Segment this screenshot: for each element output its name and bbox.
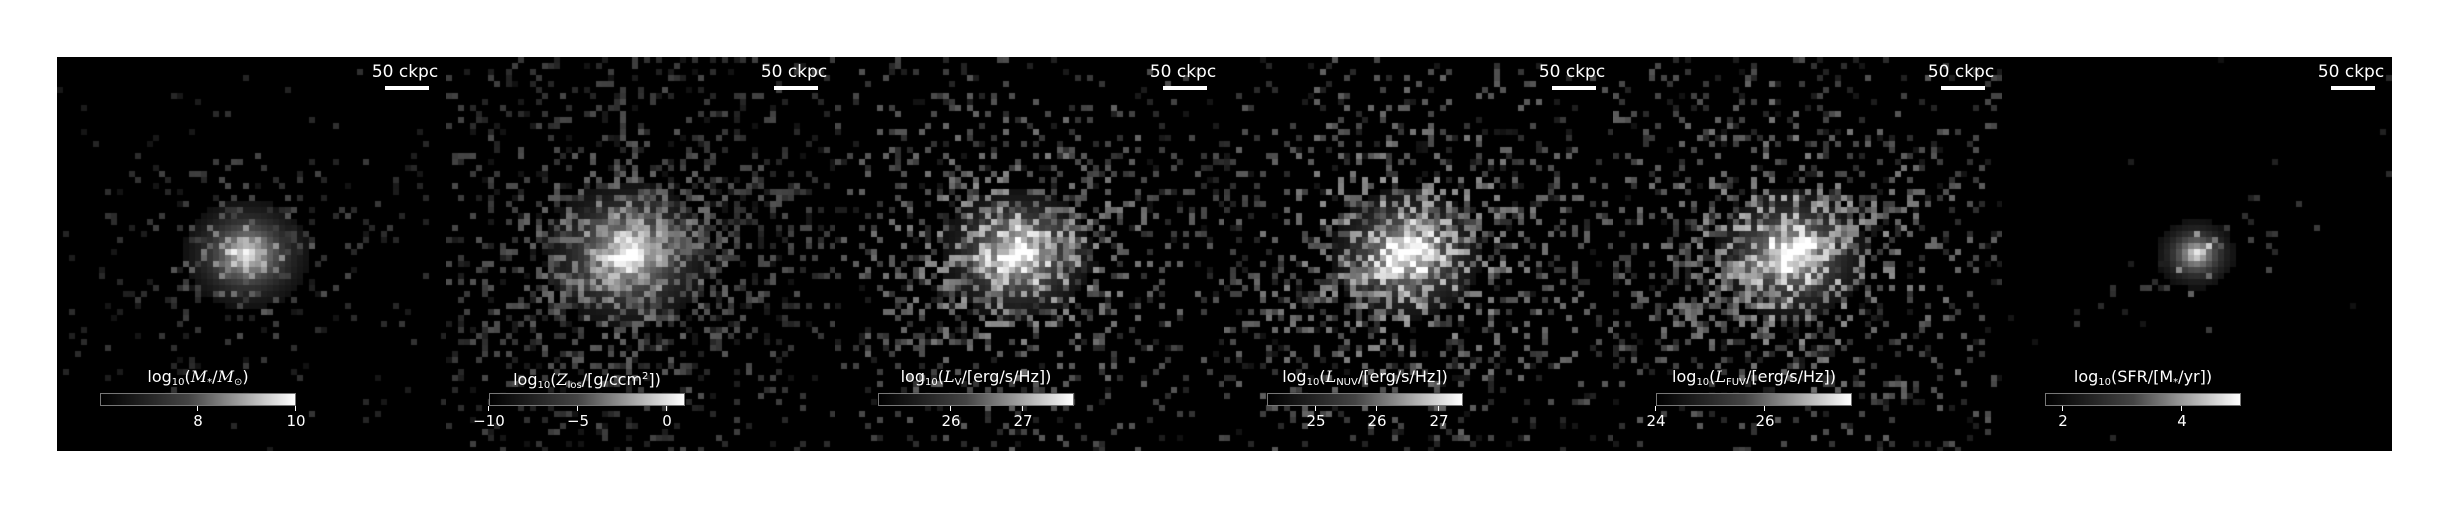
colorbar-tick-label: 26 <box>1367 412 1387 430</box>
colorbar-tick-label: 26 <box>1755 412 1775 430</box>
colorbar-tick-mark <box>666 406 667 411</box>
scale-bar-label: 50 ckpc <box>760 62 828 82</box>
star-formation-rate-map <box>2002 57 2392 451</box>
metallicity-map <box>446 57 835 451</box>
scale-bar <box>1552 86 1596 90</box>
scale-bar-label: 50 ckpc <box>1149 62 1217 82</box>
colorbar-tick-label: 10 <box>286 412 306 430</box>
colorbar <box>878 393 1074 406</box>
v-band-luminosity-map <box>835 57 1224 451</box>
colorbar-tick-mark <box>1315 406 1316 411</box>
stellar-mass-map <box>57 57 446 451</box>
colorbar-tick-mark <box>1438 406 1439 411</box>
colorbar-tick-mark <box>2181 406 2182 411</box>
scale-bar-label: 50 ckpc <box>371 62 439 82</box>
colorbar <box>100 393 296 406</box>
colorbar-ticks: 26 27 <box>878 406 1074 432</box>
scale-bar <box>1163 86 1207 90</box>
nuv-luminosity-map <box>1224 57 1613 451</box>
colorbar-tick-label: 26 <box>941 412 961 430</box>
panel-fuv-luminosity: 50 ckpc log10(LFUV/[erg/s/Hz]) 24 26 <box>1613 57 2002 451</box>
panel-stellar-mass: 50 ckpc log10(M*/M⊙) 8 10 <box>57 57 446 451</box>
colorbar-tick-label: 27 <box>1429 412 1449 430</box>
scale-bar <box>2331 86 2375 90</box>
panel-metallicity: 50 ckpc log10(Zlos/[g/ccm2]) −10 −5 0 <box>446 57 835 451</box>
fuv-luminosity-map <box>1613 57 2002 451</box>
panel-v-band-luminosity: 50 ckpc log10(LV/[erg/s/Hz]) 26 27 <box>835 57 1224 451</box>
colorbar-tick-mark <box>1022 406 1023 411</box>
colorbar-tick-label: −5 <box>566 412 590 430</box>
colorbar-tick-mark <box>2062 406 2063 411</box>
colorbar-tick-mark <box>950 406 951 411</box>
panel-strip: 50 ckpc log10(M*/M⊙) 8 10 50 ckpc log10(Z… <box>57 57 2392 451</box>
scale-bar-label: 50 ckpc <box>1538 62 1606 82</box>
panel-nuv-luminosity: 50 ckpc log10(LNUV/[erg/s/Hz]) 25 26 27 <box>1224 57 1613 451</box>
colorbar-tick-label: 2 <box>2058 412 2068 430</box>
colorbar-tick-mark <box>577 406 578 411</box>
colorbar-label: log10(LFUV/[erg/s/Hz]) <box>1672 367 1836 388</box>
colorbar-tick-label: 0 <box>662 412 672 430</box>
colorbar-label: log10(SFR/[M*/yr]) <box>2073 367 2213 388</box>
scale-bar <box>385 86 429 90</box>
colorbar <box>1267 393 1463 406</box>
colorbar <box>1656 393 1852 406</box>
colorbar-tick-mark <box>1764 406 1765 411</box>
scale-bar <box>1941 86 1985 90</box>
colorbar-ticks: −10 −5 0 <box>473 406 685 432</box>
scale-bar <box>774 86 818 90</box>
colorbar-ticks: 8 10 <box>100 406 306 432</box>
colorbar <box>2045 393 2241 406</box>
colorbar-tick-label: 8 <box>193 412 203 430</box>
colorbar-tick-label: 24 <box>1646 412 1666 430</box>
colorbar-tick-mark <box>488 406 489 411</box>
colorbar-tick-label: 27 <box>1013 412 1033 430</box>
colorbar-tick-label: 4 <box>2177 412 2187 430</box>
colorbar-tick-mark <box>1376 406 1377 411</box>
colorbar-ticks: 25 26 27 <box>1267 406 1463 432</box>
colorbar-label: log10(LV/[erg/s/Hz]) <box>900 367 1052 388</box>
scale-bar-label: 50 ckpc <box>1927 62 1995 82</box>
colorbar-label: log10(M*/M⊙) <box>147 367 249 388</box>
colorbar-label: log10(Zlos/[g/ccm2]) <box>513 370 661 391</box>
scale-bar-label: 50 ckpc <box>2317 62 2385 82</box>
colorbar-tick-label: −10 <box>473 412 505 430</box>
colorbar-ticks: 24 26 <box>1646 406 1852 432</box>
colorbar-label: log10(LNUV/[erg/s/Hz]) <box>1282 367 1448 388</box>
colorbar-tick-mark <box>197 406 198 411</box>
colorbar-tick-label: 25 <box>1306 412 1326 430</box>
colorbar-tick-mark <box>1655 406 1656 411</box>
colorbar-tick-mark <box>295 406 296 411</box>
colorbar <box>489 393 685 406</box>
